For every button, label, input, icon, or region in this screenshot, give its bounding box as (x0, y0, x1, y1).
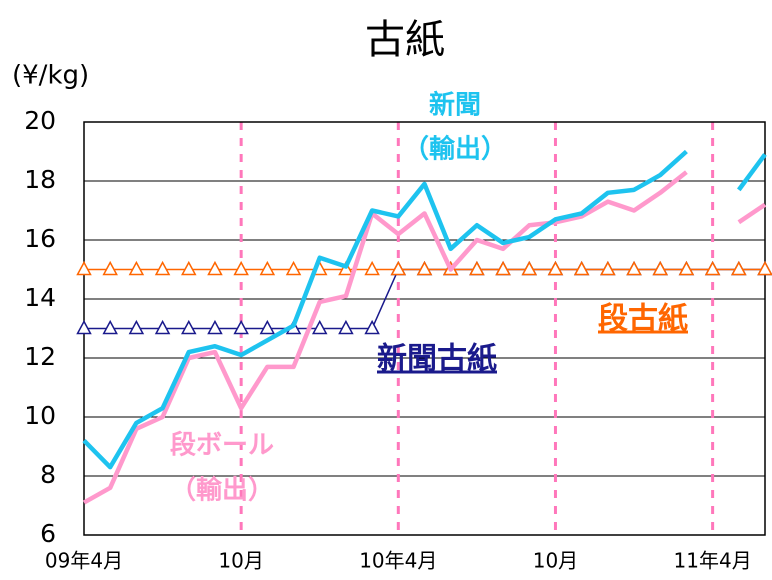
y-tick-label: 14 (24, 283, 56, 312)
marker (311, 319, 328, 335)
y-axis-label: (¥/kg) (12, 61, 89, 91)
series-label: 段ボール (170, 430, 274, 461)
y-tick-label: 18 (24, 165, 56, 194)
series-line (82, 170, 688, 505)
marker (154, 319, 171, 335)
x-tick-label: 10月 (218, 549, 263, 573)
y-tick-label: 20 (24, 106, 56, 135)
marker (102, 319, 118, 335)
marker (102, 260, 118, 276)
marker (181, 319, 197, 335)
y-tick-label: 8 (40, 460, 56, 489)
series-label: 新聞古紙 (377, 342, 497, 377)
marker (704, 260, 721, 276)
marker (154, 260, 171, 276)
series-line (736, 153, 767, 192)
marker (469, 260, 485, 276)
marker (731, 260, 747, 276)
series-label: 段古紙 (598, 302, 688, 337)
y-tick-label: 6 (40, 519, 56, 548)
y-tick-label: 12 (24, 342, 56, 371)
marker (495, 260, 511, 276)
marker (259, 319, 276, 335)
series-label: （輸出） (403, 134, 507, 165)
marker (626, 260, 642, 276)
y-tick-label: 10 (24, 401, 56, 430)
marker (128, 260, 145, 276)
y-tick-label: 16 (24, 224, 56, 253)
marker (600, 260, 616, 276)
marker (573, 260, 590, 276)
marker (285, 260, 302, 276)
chart-title: 古紙 (365, 17, 445, 63)
series-label: （輸出） (170, 475, 274, 506)
marker (259, 260, 276, 276)
x-tick-label: 11年4月 (674, 549, 752, 573)
marker (76, 260, 92, 276)
marker (207, 319, 223, 335)
marker (233, 260, 249, 276)
marker (207, 260, 223, 276)
marker (233, 319, 249, 335)
marker (757, 260, 772, 276)
marker (521, 260, 538, 276)
x-tick-label: 10年4月 (359, 549, 437, 573)
marker (678, 260, 695, 276)
marker (128, 319, 145, 335)
marker (76, 319, 92, 335)
series-label: 新聞 (429, 90, 481, 121)
marker (364, 319, 380, 335)
marker (338, 319, 354, 335)
marker (416, 260, 433, 276)
x-tick-label: 09年4月 (45, 549, 123, 573)
x-tick-label: 10月 (533, 549, 578, 573)
marker (390, 260, 407, 276)
series-line (737, 202, 767, 225)
marker (181, 260, 197, 276)
series-line (82, 149, 688, 470)
marker (652, 260, 668, 276)
marker (364, 260, 380, 276)
marker (547, 260, 564, 276)
